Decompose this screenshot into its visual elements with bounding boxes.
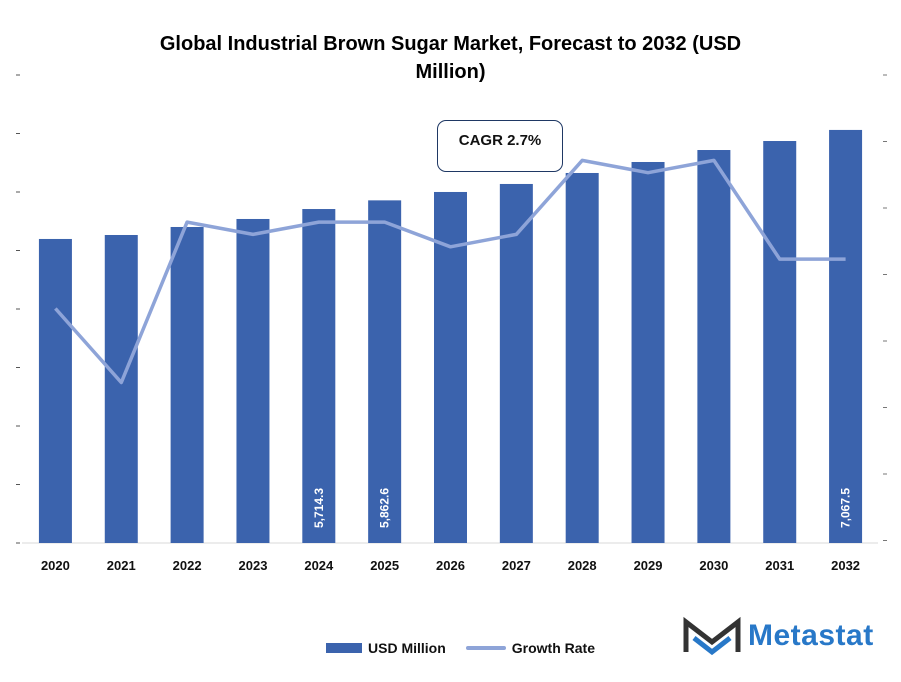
- data-label-2032: 7,067.5: [839, 488, 853, 528]
- x-axis-tick-labels: 2020 2021 2022 2023 2024 2025 2026 2027 2028 2029…: [41, 558, 860, 573]
- bar-2031: [763, 141, 797, 543]
- logo-text: Metastat: [748, 619, 874, 652]
- x-tick-label: 2030: [699, 558, 728, 573]
- x-tick-label: 2032: [831, 558, 860, 573]
- bar-2030: [697, 150, 731, 544]
- metastat-m-icon: [683, 616, 741, 656]
- right-axis-ticks: [883, 74, 887, 541]
- x-tick-label: 2027: [502, 558, 531, 573]
- bar-2021: [104, 234, 138, 543]
- cagr-annotation: CAGR 2.7%: [437, 120, 563, 172]
- bar-2025: [368, 200, 402, 543]
- bar-2032: [829, 129, 863, 543]
- bar-2026: [434, 191, 467, 543]
- metastat-logo: Metastat: [682, 616, 874, 656]
- bar-2028: [565, 172, 599, 543]
- legend-bar-label: USD Million: [368, 640, 446, 656]
- legend-line-swatch: [465, 646, 506, 650]
- bar-2029: [631, 161, 665, 543]
- left-axis-ticks: [16, 74, 20, 544]
- data-label-2024: 5,714.3: [312, 488, 326, 528]
- x-tick-label: 2026: [436, 558, 465, 573]
- x-tick-label: 2031: [765, 558, 794, 573]
- growth-rate-line: [54, 158, 846, 385]
- chart-title-line-2: Million): [415, 61, 486, 83]
- x-tick-label: 2022: [173, 558, 202, 573]
- bar-2023: [236, 218, 270, 544]
- legend: USD Million Growth Rate: [326, 638, 595, 658]
- data-label-2025: 5,862.6: [378, 488, 392, 528]
- bar-series: [38, 129, 863, 544]
- x-tick-label: 2023: [239, 558, 268, 573]
- x-tick-label: 2021: [107, 558, 136, 573]
- bar-2022: [170, 226, 204, 544]
- chart-title: Global Industrial Brown Sugar Market, Fo…: [0, 30, 901, 86]
- x-tick-label: 2028: [568, 558, 597, 573]
- bar-2024: [302, 209, 336, 544]
- x-tick-label: 2025: [370, 558, 399, 573]
- x-tick-label: 2024: [304, 558, 334, 573]
- legend-line-label: Growth Rate: [511, 640, 596, 656]
- data-labels: 5,714.3 5,862.6 7,067.5: [312, 488, 853, 528]
- x-tick-label: 2029: [634, 558, 663, 573]
- chart-title-line-1: Global Industrial Brown Sugar Market, Fo…: [159, 33, 742, 55]
- x-tick-label: 2020: [41, 558, 70, 573]
- bar-2020: [38, 238, 72, 543]
- legend-bar-swatch: [326, 643, 362, 653]
- bar-2027: [499, 183, 533, 543]
